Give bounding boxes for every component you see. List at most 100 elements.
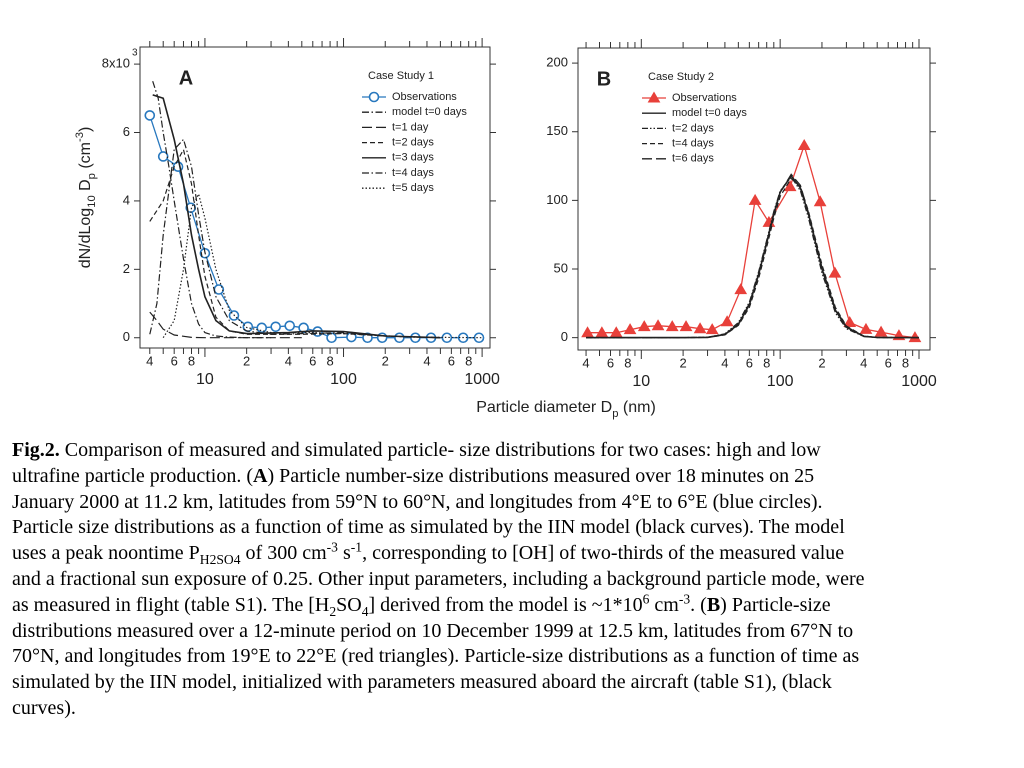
x-tick-label: 6 (746, 355, 753, 370)
x-tick-label: 10 (632, 373, 650, 390)
plot-frame (139, 46, 491, 349)
marker (734, 283, 748, 295)
x-tick-label: 6 (309, 353, 316, 368)
x-tick-label: 100 (330, 371, 357, 388)
x-tick-label: 6 (607, 355, 614, 370)
legend-label: Observations (392, 91, 457, 103)
y-tick-label: 4 (123, 192, 130, 207)
y-tick-label: 0 (561, 329, 568, 344)
marker (157, 151, 169, 162)
x-tick-label: 2 (679, 355, 686, 370)
text-part: p (612, 408, 618, 420)
panel-label: B (597, 68, 611, 90)
x-tick-label: 4 (582, 355, 589, 370)
text-part: p (86, 173, 98, 179)
caption-line: Fig.2. Comparison of measured and simula… (12, 438, 1012, 464)
caption-text: ) Particle-size (720, 593, 831, 616)
caption-text: as measured in flight (table S1). The [H (12, 593, 330, 616)
marker (783, 180, 797, 192)
series-line (586, 177, 920, 339)
caption-text: Comparison of measured and simulated par… (59, 439, 821, 461)
series-line (149, 115, 479, 339)
y-tick-label: 6 (123, 124, 130, 139)
series-line (152, 94, 441, 339)
caption-text: , corresponding to [OH] of two-thirds of… (362, 542, 845, 565)
caption-text: ) Particle number-size distributions mea… (267, 464, 815, 487)
marker (813, 195, 827, 207)
y-tick-label: 100 (546, 192, 568, 207)
y-tick-label: 2 (123, 261, 130, 276)
text-part: -3 (74, 132, 86, 142)
marker (720, 315, 734, 327)
caption-line: January 2000 at 11.2 km, latitudes from … (12, 490, 1012, 516)
caption-text: and a fractional sun exposure of 0.25. O… (12, 567, 865, 590)
marker (284, 320, 296, 332)
marker (843, 316, 857, 328)
marker (609, 326, 623, 338)
x-axis-label: Particle diameter Dp (nm) (476, 399, 656, 420)
caption-text: 4 (361, 603, 369, 619)
legend-label: t=4 days (392, 167, 434, 179)
series-line (149, 147, 441, 339)
caption-text: of 300 cm (240, 542, 327, 565)
x-tick-label: 1000 (464, 371, 500, 388)
legend-label: Observations (672, 92, 737, 104)
marker (270, 321, 281, 333)
series-line (587, 143, 916, 339)
marker (623, 323, 637, 335)
caption-text: distributions measured over a 12-minute … (12, 619, 854, 642)
text-part: ) (77, 127, 94, 132)
caption-text: ultrafine particle production. ( (12, 464, 254, 487)
marker (874, 325, 888, 337)
text-part: (cm (77, 142, 94, 173)
legend-title: Case Study 2 (648, 71, 714, 83)
y-exponent: 3 (132, 48, 138, 59)
x-tick-label: 8 (465, 353, 472, 368)
legend-label: t=2 days (392, 137, 434, 149)
marker (679, 320, 693, 332)
caption-line: as measured in flight (table S1). The [H… (12, 592, 1012, 619)
legend-label: model t=0 days (392, 106, 467, 118)
marker (665, 320, 679, 332)
plot-area (144, 81, 485, 344)
legend-marker (647, 91, 661, 103)
marker (748, 193, 762, 205)
caption-text: . ( (690, 593, 707, 616)
x-tick-label: 8 (326, 353, 333, 368)
y-tick-label: 150 (546, 123, 568, 138)
marker (797, 138, 811, 150)
x-tick-label: 100 (767, 373, 794, 390)
text-part: (nm) (618, 399, 655, 416)
caption-text: -3 (326, 539, 338, 555)
caption-line: ultrafine particle production. (A) Parti… (12, 464, 1012, 490)
x-tick-label: 8 (763, 355, 770, 370)
panel-label: A (179, 67, 193, 89)
legend-label: model t=0 days (672, 107, 747, 119)
plot-area (581, 138, 922, 343)
caption-text: s (337, 542, 351, 565)
x-tick-label: 2 (243, 353, 250, 368)
x-tick-label: 8 (902, 355, 909, 370)
caption-line: simulated by the IIN model, initialized … (12, 670, 1012, 696)
caption-line: Particle size distributions as a functio… (12, 515, 1012, 541)
legend-title: Case Study 1 (368, 70, 434, 82)
caption-text: B (706, 593, 721, 616)
y-tick-label: 200 (546, 55, 568, 70)
plot-frame (577, 47, 931, 351)
caption-text: January 2000 at 11.2 km, latitudes from … (12, 490, 823, 513)
x-tick-label: 4 (146, 353, 153, 368)
series-line (162, 192, 483, 339)
marker (828, 266, 842, 278)
x-tick-label: 10 (196, 371, 214, 388)
series-line (152, 81, 272, 339)
caption-line: uses a peak noontime PH2SO4 of 300 cm-3 … (12, 539, 1012, 567)
x-tick-label: 4 (860, 355, 867, 370)
caption-line: 70°N, and longitudes from 19°E to 22°E (… (12, 644, 1012, 670)
caption-text: ] derived from the model is ~1*10 (368, 593, 643, 616)
x-tick-label: 8 (188, 353, 195, 368)
x-tick-label: 4 (721, 355, 728, 370)
y-tick-label: 50 (554, 260, 568, 275)
marker (705, 323, 719, 335)
